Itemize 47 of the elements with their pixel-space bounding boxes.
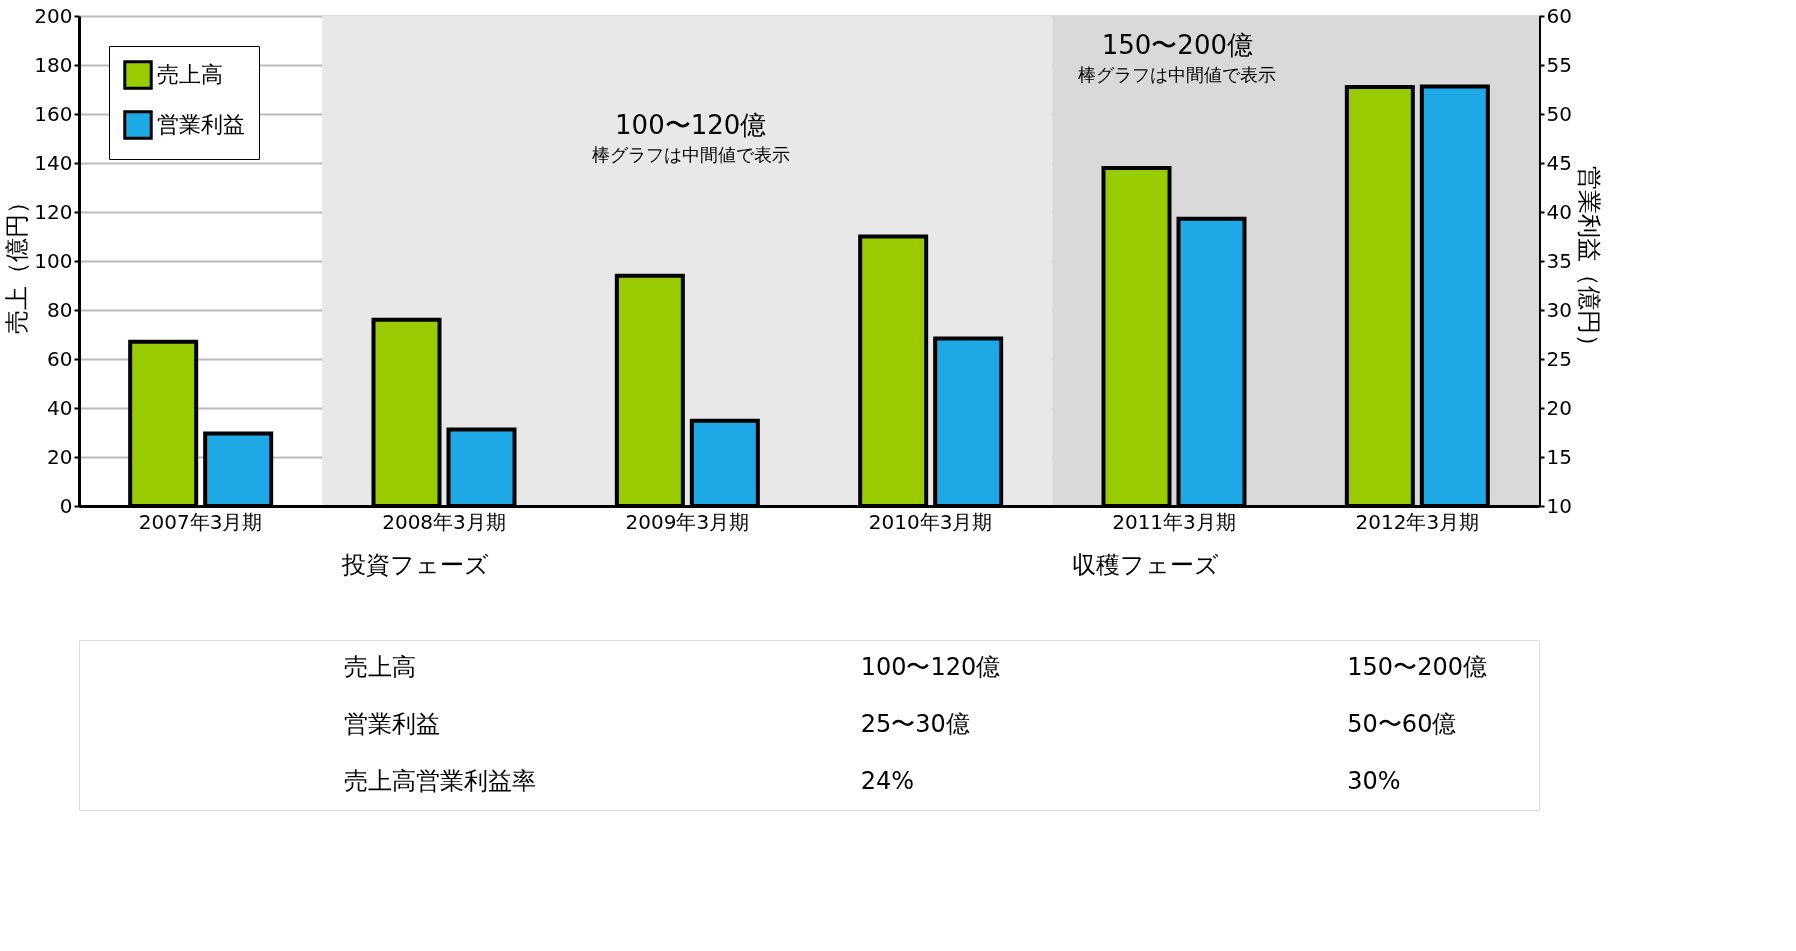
- x-tick-label: 2007年3月期: [138, 509, 263, 534]
- legend-label: 営業利益: [157, 112, 245, 137]
- text: 100〜120億: [860, 653, 1001, 682]
- y-tick-label: 200: [34, 3, 73, 28]
- y-tick-label: 140: [34, 150, 73, 175]
- y2-tick-label: 20: [1546, 395, 1572, 420]
- y2-axis-title: 営業利益（億円）: [1574, 165, 1603, 358]
- y-tick-label: 0: [59, 493, 73, 518]
- y2-tick-label: 60: [1546, 3, 1572, 28]
- text: 24%: [860, 766, 915, 795]
- legend-label: 売上高: [157, 62, 223, 87]
- y2-tick-label: 15: [1546, 444, 1572, 469]
- x-tick-label: 2010年3月期: [868, 509, 993, 534]
- y-tick-label: 100: [34, 248, 73, 273]
- text: 150〜200億: [1347, 653, 1487, 682]
- y-tick-label: 160: [34, 101, 73, 126]
- text: 売上高営業利益率: [344, 766, 536, 795]
- y2-tick-label: 45: [1546, 150, 1572, 175]
- y-axis-title: 売上（億円）: [3, 189, 32, 334]
- y2-tick-label: 55: [1546, 52, 1572, 77]
- text: 売上高: [344, 653, 416, 682]
- y2-tick-label: 10: [1546, 493, 1572, 518]
- annotation: 150〜200億: [1101, 30, 1253, 60]
- text: 営業利益: [344, 710, 440, 738]
- y2-tick-label: 40: [1546, 199, 1572, 224]
- y-tick-label: 180: [34, 52, 73, 77]
- x-tick-label: 2012年3月期: [1355, 509, 1480, 534]
- x-tick-label: 2009年3月期: [625, 509, 750, 534]
- band-label: 投資フェーズ: [341, 551, 490, 579]
- y2-tick-label: 25: [1546, 346, 1572, 371]
- y2-tick-label: 50: [1546, 101, 1572, 126]
- y-tick-label: 80: [47, 297, 73, 322]
- annotation: 100〜120億: [615, 110, 767, 140]
- annotation: 棒グラフは中間値で表示: [1078, 64, 1277, 85]
- annotation: 棒グラフは中間値で表示: [591, 144, 790, 165]
- text: 50〜60億: [1347, 710, 1457, 738]
- y-tick-label: 20: [47, 444, 73, 469]
- text: 25〜30億: [860, 710, 970, 738]
- y-tick-label: 60: [47, 346, 73, 371]
- x-tick-label: 2008年3月期: [382, 509, 506, 534]
- y2-tick-label: 35: [1546, 248, 1572, 273]
- y2-tick-label: 30: [1546, 297, 1572, 322]
- y-tick-label: 40: [47, 395, 73, 420]
- band-label: 収穫フェーズ: [1072, 551, 1220, 579]
- x-tick-label: 2011年3月期: [1112, 509, 1236, 534]
- y-tick-label: 120: [34, 199, 73, 224]
- text: 30%: [1347, 766, 1401, 795]
